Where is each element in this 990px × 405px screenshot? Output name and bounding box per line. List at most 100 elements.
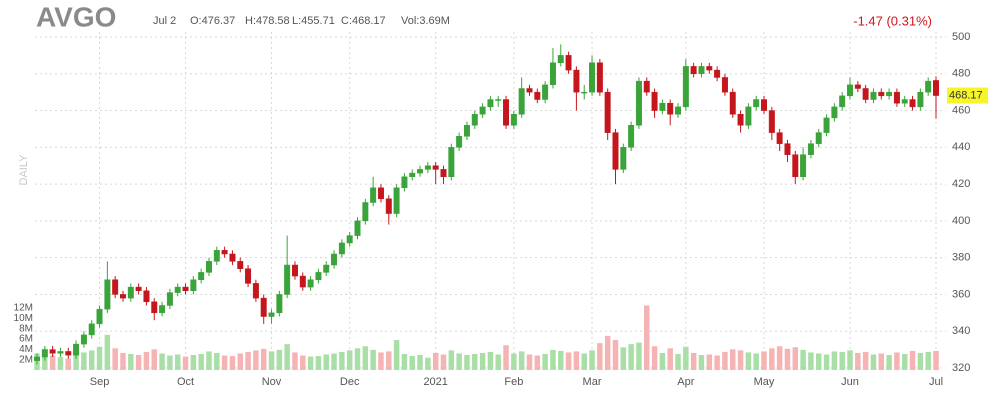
- volume-bar: [104, 334, 111, 370]
- volume-bar: [393, 340, 400, 370]
- volume-bar: [112, 348, 118, 370]
- volume-bar: [808, 352, 814, 370]
- volume-bar: [831, 351, 838, 370]
- candle-body: [933, 80, 939, 96]
- candle-body: [213, 250, 220, 262]
- volume-bar: [487, 351, 494, 370]
- volume-bar: [878, 353, 885, 370]
- candle-body: [862, 88, 869, 100]
- candle-body: [112, 279, 119, 295]
- candle-body: [65, 351, 72, 356]
- candle-body: [518, 88, 525, 115]
- candle-body: [643, 80, 650, 93]
- candle-body: [878, 91, 885, 97]
- candle-body: [354, 220, 361, 236]
- candle-body: [510, 113, 517, 126]
- volume-bar: [57, 357, 64, 370]
- candle-body: [346, 235, 353, 244]
- volume-bar: [698, 355, 705, 370]
- x-tick-label: Jun: [841, 376, 859, 388]
- candle-body: [800, 154, 807, 178]
- candle-body: [581, 91, 588, 94]
- volume-bar: [753, 353, 759, 370]
- volume-bar: [73, 354, 79, 370]
- candle-body: [88, 323, 95, 336]
- y-tick-label: 360: [952, 288, 970, 300]
- candle-body: [690, 66, 697, 75]
- volume-bar: [706, 354, 713, 370]
- candle-body: [714, 69, 721, 78]
- x-tick-label: Sep: [90, 376, 110, 388]
- candle-body: [151, 301, 158, 314]
- volume-bar: [229, 356, 236, 370]
- side-label: DAILY: [18, 154, 30, 186]
- candle-body: [745, 106, 752, 126]
- y-tick-label: 400: [952, 215, 970, 227]
- volume-bar: [534, 355, 541, 370]
- volume-bar: [245, 351, 251, 370]
- volume-bar: [253, 350, 259, 370]
- y-tick-label: 320: [952, 362, 970, 374]
- candle-body: [315, 272, 322, 280]
- candle-body: [174, 286, 181, 293]
- candle-body: [925, 80, 932, 93]
- candle-body: [432, 165, 439, 170]
- volume-bar: [331, 353, 337, 370]
- volume-bar: [573, 351, 580, 370]
- volume-bar: [737, 350, 744, 370]
- candle-body: [291, 264, 298, 277]
- volume-bar: [409, 356, 415, 370]
- x-tick-label: Jul: [929, 376, 943, 388]
- candle-body: [331, 253, 338, 266]
- volume-bar: [65, 358, 72, 370]
- x-tick-label: Apr: [677, 376, 694, 388]
- volume-bar: [362, 346, 369, 370]
- volume-bar: [81, 352, 87, 370]
- candle-body: [135, 286, 142, 292]
- volume-bar: [769, 348, 775, 370]
- volume-bar: [581, 353, 587, 370]
- volume-bar: [268, 351, 275, 370]
- candle-body: [886, 91, 893, 97]
- candle-body: [284, 264, 291, 295]
- volume-bar: [214, 352, 220, 370]
- volume-bar: [550, 349, 556, 370]
- volume-bar: [644, 305, 650, 370]
- candle-body: [323, 264, 330, 273]
- volume-bar: [503, 345, 509, 370]
- volume-bar: [628, 344, 634, 370]
- candle-body: [651, 91, 658, 111]
- x-tick-label: May: [754, 376, 775, 388]
- volume-bar: [167, 355, 173, 370]
- candle-body: [917, 91, 924, 108]
- candle-body: [221, 250, 228, 255]
- volume-bar: [237, 353, 243, 370]
- volume-bar: [901, 353, 908, 370]
- y-tick-label: 460: [952, 104, 970, 116]
- volume-bar: [300, 355, 306, 370]
- candle-body: [792, 154, 799, 178]
- volume-bar: [143, 351, 150, 370]
- volume-bar: [479, 352, 486, 370]
- volume-bar: [284, 344, 290, 370]
- volume-bar: [174, 354, 181, 370]
- candle-body: [245, 268, 252, 284]
- x-tick-label: Dec: [340, 376, 360, 388]
- volume-bar: [839, 351, 845, 370]
- candle-body: [104, 279, 111, 310]
- y-tick-label: 480: [952, 68, 970, 80]
- volume-bar: [636, 342, 642, 370]
- candle-body: [784, 143, 791, 155]
- volume-bar: [683, 346, 689, 370]
- candle-body: [205, 261, 212, 273]
- volume-bar: [722, 351, 728, 370]
- volume-bar: [589, 350, 595, 370]
- candle-body: [198, 272, 205, 280]
- candle-body: [80, 334, 87, 345]
- candle-body: [549, 62, 556, 86]
- candle-body: [604, 91, 611, 133]
- candle-body: [854, 84, 861, 89]
- candle-body: [667, 102, 674, 115]
- volume-bar: [472, 353, 478, 370]
- y-tick-label: 440: [952, 141, 970, 153]
